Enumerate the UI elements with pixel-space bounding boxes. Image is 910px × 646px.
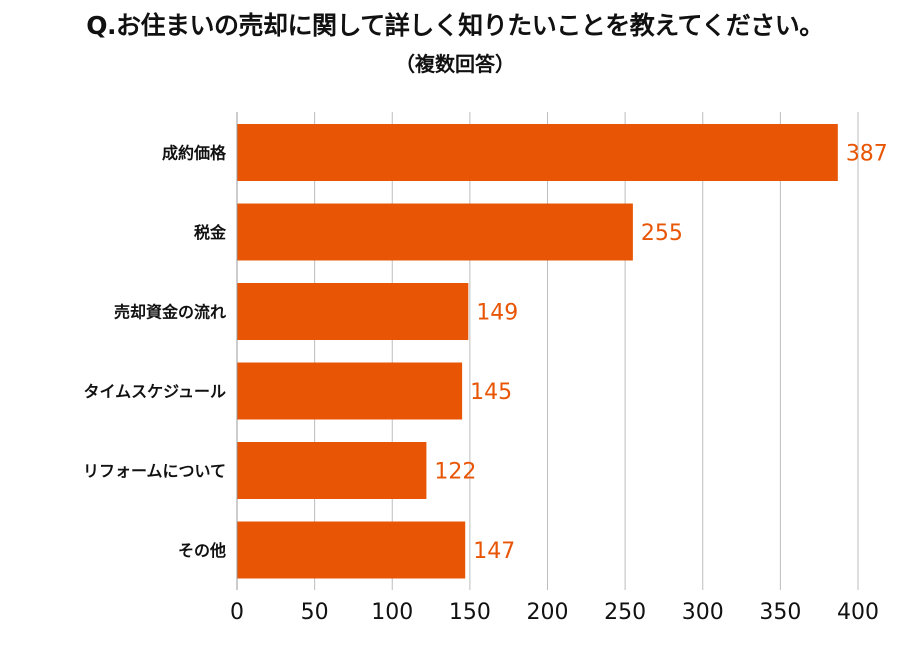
data-label: 255 <box>641 221 683 246</box>
x-tick-label: 100 <box>371 600 413 625</box>
chart-subtitle: （複数回答） <box>395 52 515 76</box>
x-tick-label: 0 <box>230 600 244 625</box>
data-label: 122 <box>434 460 476 485</box>
category-label: リフォームについて <box>83 462 226 481</box>
bar <box>237 203 633 261</box>
data-label: 145 <box>470 380 512 405</box>
data-label: 387 <box>846 142 888 167</box>
x-tick-label: 400 <box>837 600 879 625</box>
x-tick-label: 300 <box>682 600 724 625</box>
category-label: タイムスケジュール <box>83 382 226 401</box>
bar <box>237 283 469 340</box>
bar <box>237 521 466 579</box>
x-tick-label: 350 <box>759 600 801 625</box>
data-label: 147 <box>473 539 515 564</box>
x-tick-label: 200 <box>527 600 569 625</box>
x-tick-label: 150 <box>449 600 491 625</box>
category-label: その他 <box>178 541 226 560</box>
category-label: 売却資金の流れ <box>114 303 226 322</box>
bar <box>237 442 427 499</box>
chart-title: Q.お住まいの売却に関して詳しく知りたいことを教えてください。 <box>86 11 824 40</box>
x-tick-label: 50 <box>301 600 329 625</box>
data-label: 149 <box>476 301 518 326</box>
bar <box>237 124 838 181</box>
bar <box>237 362 463 420</box>
category-label: 成約価格 <box>162 144 227 163</box>
x-tick-label: 250 <box>604 600 646 625</box>
category-label: 税金 <box>194 223 227 242</box>
